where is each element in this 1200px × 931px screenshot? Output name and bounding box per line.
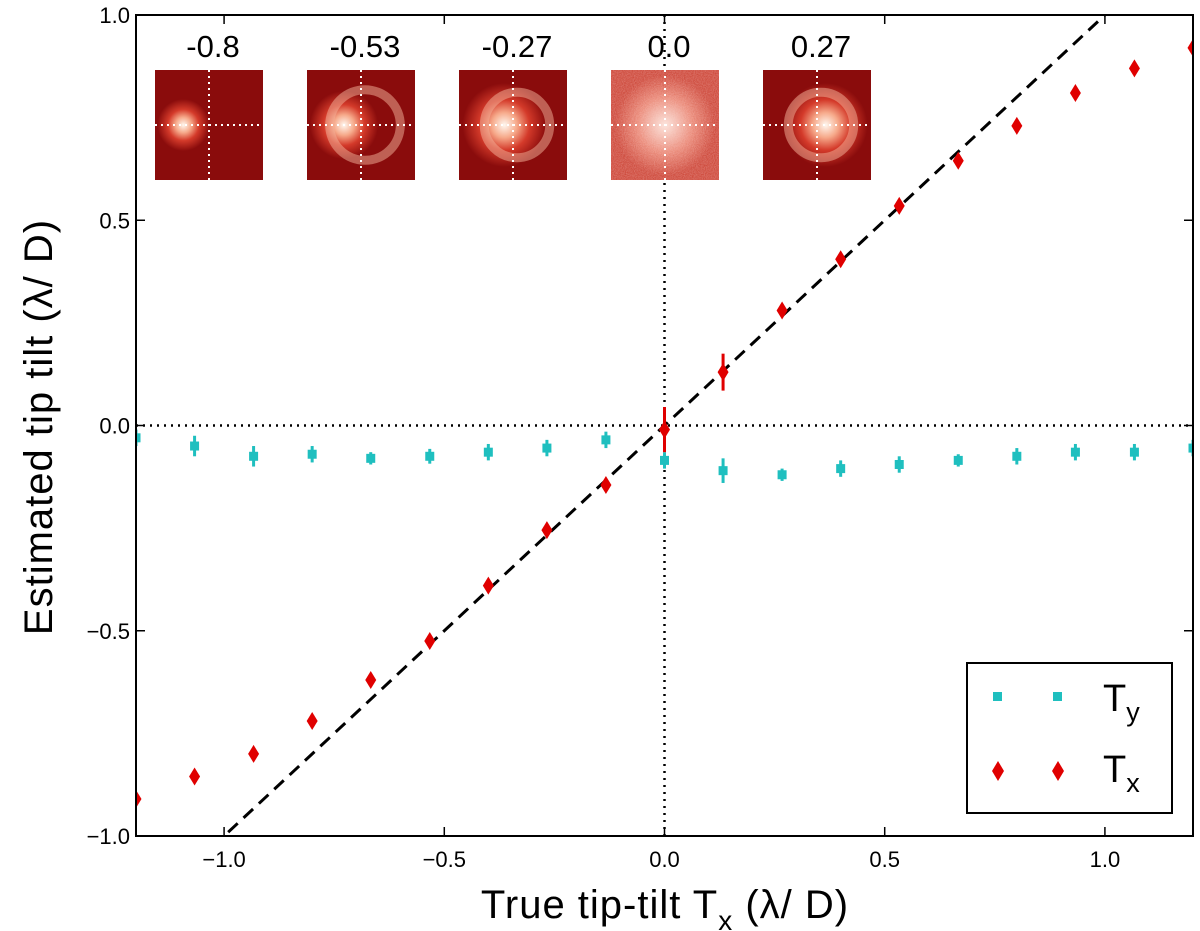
data-point xyxy=(136,790,142,809)
data-point xyxy=(660,455,669,465)
x-axis-title-sub: x xyxy=(718,905,733,931)
data-point xyxy=(306,712,318,731)
data-point xyxy=(248,744,260,763)
y-tick-label: −1.0 xyxy=(87,824,130,849)
data-point xyxy=(1188,443,1193,453)
axis-ticks: −1.0 −0.5 0.0 0.5 1.0 −1.0 −0.5 0.0 0.5 1.0 xyxy=(87,3,1193,872)
data-point xyxy=(541,521,553,540)
legend: Ty Tx xyxy=(966,662,1173,814)
psf-inset-label: -0.27 xyxy=(482,29,553,64)
data-point xyxy=(953,455,963,465)
x-tick-label: 0.0 xyxy=(649,847,680,872)
data-point xyxy=(1011,116,1023,135)
data-point xyxy=(366,453,376,463)
psf-inset: 0.27 xyxy=(763,29,871,180)
data-point xyxy=(1070,447,1080,457)
psf-inset-label: -0.8 xyxy=(186,29,239,64)
psf-insets: -0.8 -0.53 -0.27 0.0 0.27 xyxy=(155,29,871,180)
plot-content xyxy=(136,15,1193,836)
psf-inset: 0.0 xyxy=(611,29,719,180)
psf-inset-label: 0.27 xyxy=(791,29,851,64)
legend-marker-ty-a xyxy=(993,692,1002,701)
data-point xyxy=(836,464,846,474)
data-point xyxy=(542,443,552,453)
data-point xyxy=(893,196,905,215)
data-point xyxy=(952,151,964,170)
psf-inset-label: -0.53 xyxy=(330,29,401,64)
data-point xyxy=(1187,38,1193,57)
data-point xyxy=(1012,451,1022,461)
x-axis-title-main: True tip-tilt T xyxy=(481,883,718,927)
data-point xyxy=(307,449,317,459)
legend-label-ty: Ty xyxy=(1103,678,1140,727)
data-point xyxy=(777,470,787,480)
y-tick-label: 0.0 xyxy=(99,414,130,439)
legend-marker-ty-b xyxy=(1053,692,1062,701)
data-point xyxy=(189,767,201,786)
data-point xyxy=(483,447,493,457)
data-point xyxy=(424,632,436,651)
data-point xyxy=(1128,59,1140,78)
series-ty xyxy=(136,429,1193,483)
data-point xyxy=(601,435,611,445)
legend-box xyxy=(966,662,1173,814)
data-point xyxy=(249,451,259,461)
y-tick-label: −0.5 xyxy=(87,619,130,644)
data-point xyxy=(425,451,435,461)
y-tick-label: 0.5 xyxy=(99,208,130,233)
legend-marker-tx-a xyxy=(992,761,1004,781)
x-tick-label: −0.5 xyxy=(423,847,466,872)
psf-inset: -0.8 xyxy=(155,29,263,180)
x-tick-label: 0.5 xyxy=(869,847,900,872)
y-tick-label: 1.0 xyxy=(99,3,130,28)
data-point xyxy=(659,420,670,439)
data-point xyxy=(776,301,788,320)
series-tx xyxy=(136,38,1193,809)
x-axis-title-unit: (λ/ D) xyxy=(745,883,849,927)
data-point xyxy=(1069,83,1081,102)
data-point xyxy=(718,466,728,476)
data-point xyxy=(482,576,494,595)
x-tick-label: −1.0 xyxy=(202,847,245,872)
data-point xyxy=(136,433,141,443)
psf-inset: -0.53 xyxy=(307,29,415,180)
legend-label-tx: Tx xyxy=(1103,749,1140,798)
x-tick-label: 1.0 xyxy=(1090,847,1121,872)
legend-marker-tx-b xyxy=(1052,761,1064,781)
data-point xyxy=(894,459,904,469)
psf-ring xyxy=(325,85,405,165)
data-point xyxy=(835,250,847,269)
data-point xyxy=(600,476,612,495)
data-point xyxy=(717,363,729,382)
y-axis-title: Estimated tip tilt (λ/ D) xyxy=(17,219,61,635)
data-point xyxy=(1129,447,1139,457)
data-point xyxy=(365,671,377,690)
data-point xyxy=(190,441,200,451)
x-axis-title: True tip-tilt Tx (λ/ D) xyxy=(481,883,849,931)
psf-inset: -0.27 xyxy=(459,29,567,180)
psf-inset-label: 0.0 xyxy=(647,29,690,64)
